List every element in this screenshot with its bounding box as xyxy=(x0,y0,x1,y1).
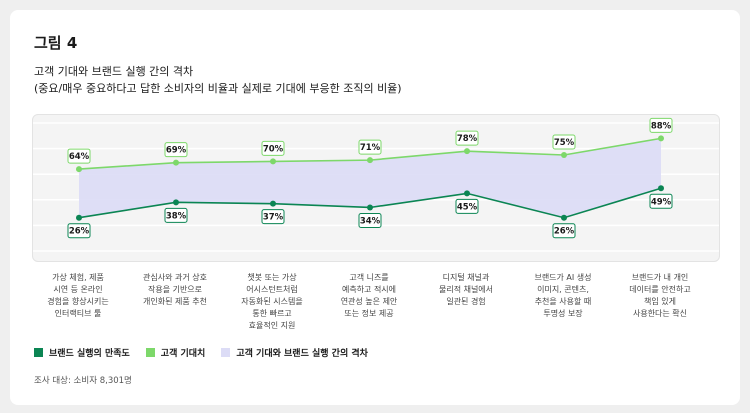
brand-point xyxy=(270,200,276,207)
figure-card: 그림 4 고객 기대와 브랜드 실행 간의 격차 (중요/매우 중요하다고 답한… xyxy=(10,10,740,405)
expectation-point xyxy=(367,157,373,164)
brand-point xyxy=(658,185,664,192)
legend-label-gap: 고객 기대와 브랜드 실행 간의 격차 xyxy=(236,349,368,359)
expectation-data-label-box xyxy=(164,142,188,158)
expectation-data-label-box xyxy=(67,148,91,164)
expectation-data-label-box xyxy=(358,139,382,155)
expectation-data-label-box xyxy=(552,134,576,150)
expectation-point xyxy=(658,135,664,142)
brand-data-label-box xyxy=(455,198,479,214)
legend-swatch-expectation xyxy=(145,348,155,357)
x-tick-label: 고객 니즈를 예측하고 적시에 연관성 높은 제안 또는 정보 제공 xyxy=(340,273,398,318)
x-tick-label: 가상 체험, 제품 시연 등 온라인 경험을 향상시키는 인터랙티브 툴 xyxy=(47,273,109,318)
expectation-point xyxy=(173,159,179,166)
brand-data-label-box xyxy=(552,223,576,239)
brand-data-label: 26% xyxy=(69,227,90,237)
brand-data-label: 45% xyxy=(457,202,478,212)
x-tick-label: 관심사와 과거 상호 작용을 기반으로 개인화된 제품 추천 xyxy=(143,273,207,306)
expectation-data-label: 78% xyxy=(457,134,478,144)
brand-data-label: 38% xyxy=(166,211,187,221)
expectation-point xyxy=(464,148,470,155)
plot-area: 64% 69% 70% 71% 78% 75% 88% 26% 38% 37% 34% 45% 26% 4… xyxy=(32,114,720,262)
brand-point xyxy=(76,214,82,221)
expectation-data-label-box xyxy=(261,140,285,156)
brand-data-label-box xyxy=(164,207,188,223)
legend-item-expectation: 고객 기대치 xyxy=(145,346,206,359)
brand-data-label-box xyxy=(649,193,673,209)
brand-data-label: 34% xyxy=(360,216,381,226)
expectation-point xyxy=(76,166,82,173)
expectation-point xyxy=(561,152,567,158)
expectation-data-label: 69% xyxy=(166,146,187,156)
expectation-point xyxy=(270,158,276,165)
brand-data-label-box xyxy=(261,209,285,225)
survey-note: 조사 대상: 소비자 8,301명 xyxy=(34,376,132,386)
x-tick-label: 디지털 채널과 물리적 채널에서 일관된 경험 xyxy=(438,273,494,306)
chart-title-line-1: 고객 기대와 브랜드 실행 간의 격차 xyxy=(34,65,194,78)
legend: 브랜드 실행의 만족도 고객 기대치 고객 기대와 브랜드 실행 간의 격차 xyxy=(34,346,384,359)
expectation-data-label: 88% xyxy=(651,121,672,131)
chart-title: 고객 기대와 브랜드 실행 간의 격차 (중요/매우 중요하다고 답한 소비자의… xyxy=(34,63,402,97)
figure-label: 그림 4 xyxy=(34,34,78,52)
line-chart: 64% 69% 70% 71% 78% 75% 88% 26% 38% 37% 34% 45% 26% 4… xyxy=(33,117,719,252)
legend-swatch-brand xyxy=(34,348,43,357)
brand-point xyxy=(367,204,373,211)
expectation-data-label-box xyxy=(455,130,479,146)
gap-area xyxy=(79,138,661,218)
brand-point xyxy=(464,190,470,197)
x-tick-label: 브랜드가 AI 생성 이미지, 콘텐츠, 추천을 사용할 때 투명성 보장 xyxy=(534,273,592,318)
legend-label-brand: 브랜드 실행의 만족도 xyxy=(49,349,130,359)
legend-label-expectation: 고객 기대치 xyxy=(160,349,206,359)
legend-item-gap: 고객 기대와 브랜드 실행 간의 격차 xyxy=(221,346,368,359)
legend-item-brand: 브랜드 실행의 만족도 xyxy=(34,346,130,359)
x-tick-label: 챗봇 또는 가상 어시스턴트처럼 자동화된 시스템을 통한 빠르고 효율적인 지… xyxy=(241,273,303,330)
x-tick-label: 브랜드가 내 개인 데이터를 안전하고 책임 있게 사용한다는 확신 xyxy=(629,273,691,318)
brand-data-label-box xyxy=(358,212,382,228)
brand-point xyxy=(561,214,567,221)
legend-swatch-gap xyxy=(221,348,231,357)
brand-point xyxy=(173,199,179,206)
brand-data-label: 26% xyxy=(554,227,575,237)
brand-data-label: 37% xyxy=(263,213,284,223)
brand-data-label: 49% xyxy=(651,197,672,207)
expectation-data-label: 75% xyxy=(554,138,575,148)
expectation-data-label: 70% xyxy=(263,144,284,154)
chart-subtitle: (중요/매우 중요하다고 답한 소비자의 비율과 실제로 기대에 부응한 조직의… xyxy=(34,82,402,95)
expectation-data-label: 64% xyxy=(69,152,90,162)
expectation-data-label: 71% xyxy=(360,143,381,153)
expectation-data-label-box xyxy=(649,117,673,133)
brand-data-label-box xyxy=(67,223,91,239)
